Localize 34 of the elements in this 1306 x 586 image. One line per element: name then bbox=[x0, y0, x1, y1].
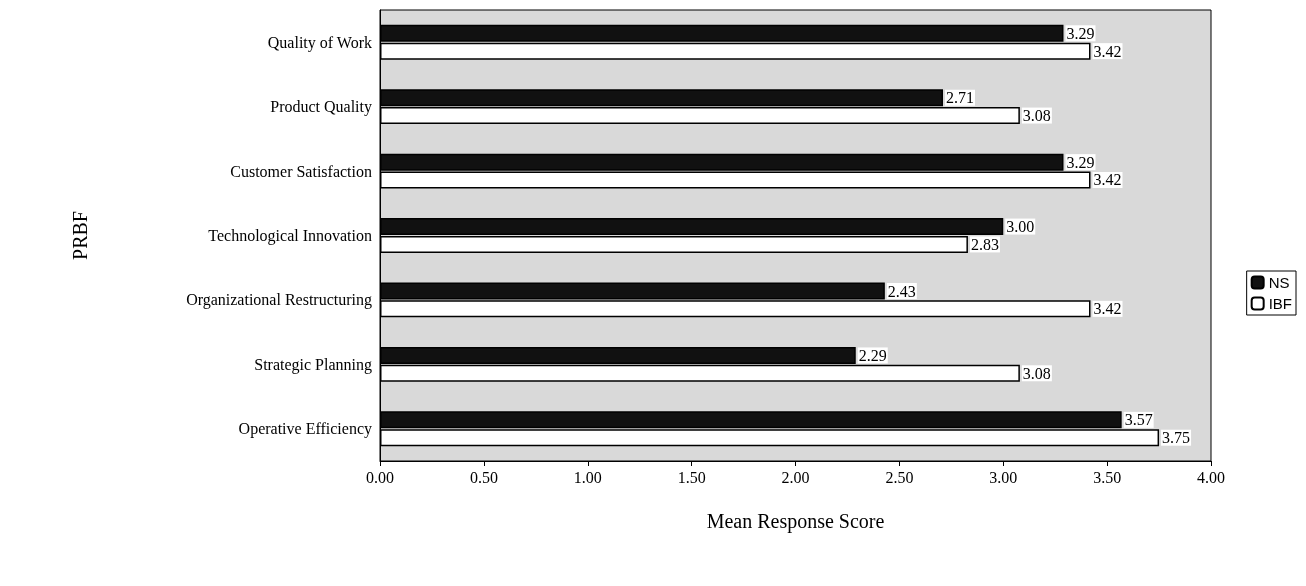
data-label: 2.71 bbox=[946, 89, 974, 107]
y-tick-label: Quality of Work bbox=[267, 33, 372, 52]
y-tick-label: Technological Innovation bbox=[208, 227, 372, 245]
legend-label: IBF bbox=[1268, 295, 1293, 312]
y-tick-label: Product Quality bbox=[270, 98, 372, 117]
x-tick-label: 3.00 bbox=[989, 468, 1018, 486]
data-label: 3.08 bbox=[1022, 364, 1051, 382]
data-label: 3.42 bbox=[1093, 42, 1122, 60]
data-label: 3.75 bbox=[1162, 429, 1191, 447]
y-tick-label: Strategic Planning bbox=[254, 355, 372, 374]
data-label: 3.00 bbox=[1006, 218, 1035, 236]
data-label: 3.29 bbox=[1066, 153, 1095, 171]
y-tick-label: Customer Satisfaction bbox=[230, 162, 372, 180]
x-tick-label: 0.50 bbox=[469, 468, 498, 486]
data-label: 2.83 bbox=[970, 235, 999, 253]
data-label: 3.57 bbox=[1124, 411, 1153, 429]
data-label: 3.42 bbox=[1093, 300, 1122, 318]
data-label: 2.43 bbox=[887, 282, 916, 300]
x-axis-title: Mean Response Score bbox=[706, 510, 885, 533]
x-tick-label: 1.50 bbox=[677, 468, 706, 486]
legend-label: NS bbox=[1268, 274, 1290, 291]
y-tick-label: Organizational Restructuring bbox=[186, 291, 372, 310]
data-label: 3.08 bbox=[1022, 107, 1051, 125]
y-tick-label: Operative Efficiency bbox=[238, 420, 372, 439]
y-axis-title: PRBF bbox=[69, 211, 91, 260]
x-tick-label: 0.00 bbox=[366, 468, 394, 486]
data-label: 3.29 bbox=[1066, 24, 1095, 42]
x-tick-label: 2.50 bbox=[885, 468, 914, 486]
x-tick-label: 2.00 bbox=[781, 468, 810, 486]
x-tick-label: 4.00 bbox=[1197, 468, 1225, 486]
x-tick-label: 1.00 bbox=[573, 468, 602, 486]
data-label: 3.42 bbox=[1093, 171, 1122, 189]
data-label: 2.29 bbox=[858, 346, 887, 364]
x-tick-label: 3.50 bbox=[1093, 468, 1122, 486]
